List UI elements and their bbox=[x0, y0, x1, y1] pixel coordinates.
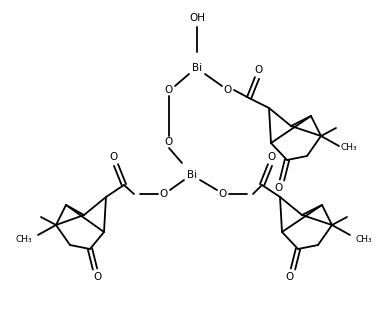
Text: CH₃: CH₃ bbox=[341, 144, 357, 153]
Text: O: O bbox=[286, 272, 294, 282]
Text: O: O bbox=[255, 65, 263, 75]
Text: O: O bbox=[110, 152, 118, 162]
Text: O: O bbox=[268, 152, 276, 162]
Text: O: O bbox=[160, 189, 168, 199]
Text: O: O bbox=[224, 85, 232, 95]
Text: O: O bbox=[219, 189, 227, 199]
Text: OH: OH bbox=[189, 13, 205, 23]
Text: O: O bbox=[94, 272, 102, 282]
Text: O: O bbox=[165, 137, 173, 147]
Text: CH₃: CH₃ bbox=[16, 235, 32, 243]
Text: Bi: Bi bbox=[192, 63, 202, 73]
Text: Bi: Bi bbox=[187, 170, 197, 180]
Text: O: O bbox=[165, 85, 173, 95]
Text: CH₃: CH₃ bbox=[356, 235, 372, 243]
Text: O: O bbox=[275, 183, 283, 193]
